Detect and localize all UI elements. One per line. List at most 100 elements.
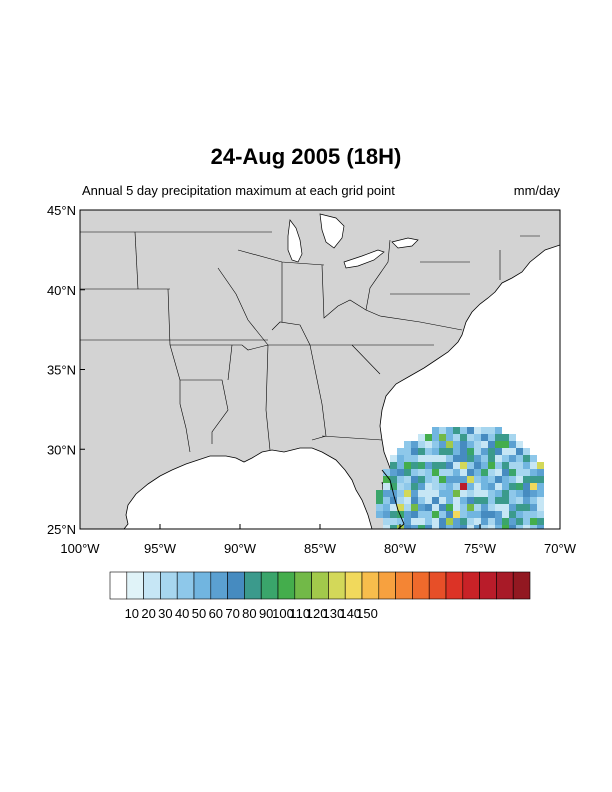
precip-cell [467,518,474,525]
precip-cell [488,511,495,518]
precip-cell [432,525,439,529]
y-tick-label: 25°N [47,522,76,537]
precip-cell [537,462,544,469]
florida-coastline [381,469,405,529]
precip-cell [460,476,467,483]
colorbar-label: 30 [158,606,172,621]
precip-cell [481,490,488,497]
precip-cell [383,518,390,525]
axis-ticks: 100°W 95°W 90°W 85°W 80°W 75°W 70°W 45°N 40°N 35°… [47,203,577,556]
precip-cell [537,469,544,476]
precip-cell [432,504,439,511]
precip-cell [418,511,425,518]
precip-cell [411,476,418,483]
precip-cell [390,483,397,490]
precip-cell [460,525,467,529]
colorbar-swatch [344,571,363,600]
precip-cell [453,490,460,497]
precip-cell [404,483,411,490]
precip-cell [467,434,474,441]
colorbar-label: 140 [339,606,361,621]
precip-cell [446,469,453,476]
precip-cell [397,476,404,483]
precip-cell [474,490,481,497]
precip-cell [439,504,446,511]
precip-cell [411,448,418,455]
precip-cell [495,441,502,448]
precip-cell [488,469,495,476]
precip-cell [390,525,397,529]
precip-cell [467,427,474,434]
precip-cell [516,462,523,469]
lake-huron [319,213,345,249]
colorbar-swatch [361,571,380,600]
colorbar-label: 100 [272,606,294,621]
precip-cell [432,427,439,434]
precip-cell [460,504,467,511]
precip-cell [460,427,467,434]
colorbar-label: 90 [259,606,273,621]
x-tick-label: 95°W [144,541,177,556]
precip-cell [502,490,509,497]
x-tick-label: 90°W [224,541,257,556]
precip-cell [418,434,425,441]
precip-cell [509,490,516,497]
precip-cell [418,462,425,469]
colorbar-swatch [126,571,144,600]
colorbar-swatch [311,571,329,600]
precip-cell [481,427,488,434]
precip-cell [495,469,502,476]
colorbar-swatch [462,571,480,600]
precip-cell [502,497,509,504]
precip-cell [397,483,404,490]
colorbar-swatch [512,571,531,600]
precip-cell [530,490,537,497]
precip-cell [411,525,418,529]
precip-cell [495,462,502,469]
precip-cell [488,434,495,441]
precip-cell [453,455,460,462]
precip-cell [397,455,404,462]
precip-cell [474,525,481,529]
precip-cell [509,483,516,490]
precip-cell [383,504,390,511]
precip-cell [439,483,446,490]
precip-cell [509,434,516,441]
precip-cell [446,476,453,483]
precip-cell [516,497,523,504]
precip-cell [383,497,390,504]
precip-cell [495,490,502,497]
precip-cell [502,476,509,483]
precip-cell [516,525,523,529]
precip-cell [411,511,418,518]
precip-cell [404,448,411,455]
x-tick-label: 80°W [384,541,417,556]
precip-cell [425,455,432,462]
precip-cell [446,462,453,469]
state-borders [80,231,540,453]
precip-cell [418,504,425,511]
precip-cell [418,490,425,497]
precip-cell [390,469,397,476]
precip-cell [460,497,467,504]
precip-cell [439,448,446,455]
precip-cell [467,497,474,504]
precip-cell [425,448,432,455]
precip-cell [481,448,488,455]
precip-cell [446,511,453,518]
colorbar-label: 40 [175,606,189,621]
colorbar-swatch [294,571,312,600]
precip-cell [432,483,439,490]
precip-cell [467,525,474,529]
precip-cell [530,469,537,476]
precip-cell [495,518,502,525]
precip-cell [397,448,404,455]
precip-cell [439,518,446,525]
precip-cell [404,462,411,469]
precip-cell [425,434,432,441]
precip-cell [397,497,404,504]
colorbar-swatch [160,571,178,600]
precip-cell [432,434,439,441]
precip-cell [509,455,516,462]
precip-cell [425,483,432,490]
